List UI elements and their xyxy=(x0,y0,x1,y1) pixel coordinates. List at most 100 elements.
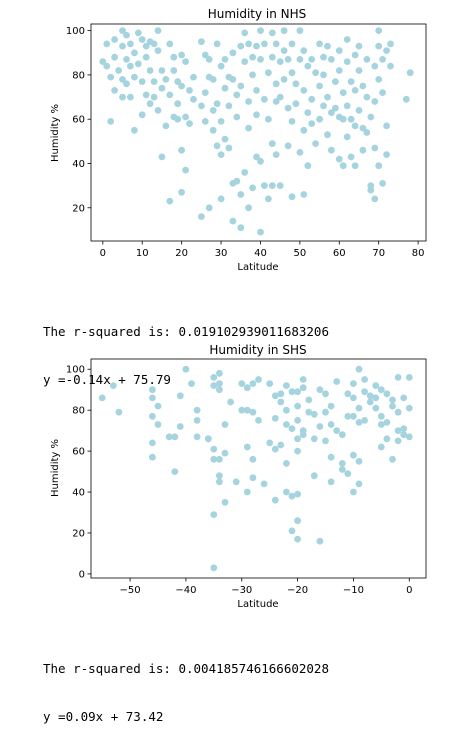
data-point xyxy=(310,472,318,480)
data-point xyxy=(268,140,276,148)
data-point xyxy=(351,162,359,170)
data-point xyxy=(338,460,346,467)
data-point xyxy=(277,398,285,406)
data-point xyxy=(288,118,296,125)
data-point xyxy=(243,384,251,392)
axes-frame xyxy=(90,358,427,579)
data-point xyxy=(379,56,386,63)
data-point xyxy=(123,56,130,63)
data-point xyxy=(176,423,184,430)
data-point xyxy=(405,404,413,412)
data-point xyxy=(201,89,209,96)
data-point xyxy=(210,382,218,389)
data-point xyxy=(350,412,357,420)
data-point xyxy=(165,433,173,441)
data-point xyxy=(253,42,260,50)
data-point xyxy=(351,51,359,59)
data-point xyxy=(253,87,260,94)
data-point xyxy=(377,443,385,451)
data-point xyxy=(123,80,130,88)
data-point xyxy=(241,29,249,37)
data-point xyxy=(266,380,274,387)
data-point xyxy=(138,36,146,43)
data-point xyxy=(158,153,166,161)
data-point xyxy=(193,417,201,424)
data-point xyxy=(344,412,352,420)
data-point xyxy=(322,437,329,445)
data-point xyxy=(316,423,324,430)
data-point xyxy=(355,480,363,488)
data-point xyxy=(320,53,327,61)
y-tick-label: 80 xyxy=(72,70,85,81)
data-point xyxy=(201,118,209,125)
data-point xyxy=(299,431,307,439)
y-axis-ticks: 0 20 40 60 80 100 xyxy=(66,365,91,580)
y-axis-label: Humidity % xyxy=(50,439,61,497)
data-point xyxy=(366,398,374,406)
data-point xyxy=(305,396,313,404)
data-point xyxy=(249,408,257,416)
data-point xyxy=(288,492,296,500)
data-point xyxy=(170,67,178,74)
data-point xyxy=(335,67,343,74)
data-point xyxy=(111,53,118,61)
data-point xyxy=(377,412,385,420)
data-point xyxy=(176,392,184,400)
data-point xyxy=(328,56,335,63)
data-point xyxy=(111,36,118,43)
data-point xyxy=(186,120,193,127)
data-point xyxy=(178,146,186,154)
data-point xyxy=(361,388,368,396)
data-point xyxy=(383,122,390,130)
data-point xyxy=(405,433,413,441)
data-point xyxy=(288,388,296,396)
y-tick-label: 20 xyxy=(72,203,85,214)
data-point xyxy=(377,386,385,394)
data-point xyxy=(335,155,343,163)
data-point xyxy=(217,62,225,70)
x-tick-label: 0 xyxy=(100,248,106,259)
data-point xyxy=(383,419,391,426)
data-point xyxy=(227,398,235,406)
data-point xyxy=(400,431,408,439)
data-point xyxy=(379,180,386,187)
data-point xyxy=(288,527,296,535)
data-point xyxy=(284,56,292,63)
x-tick-label: 30 xyxy=(215,248,228,259)
data-point xyxy=(324,93,331,101)
data-point xyxy=(166,197,174,205)
data-point xyxy=(134,60,142,68)
data-point xyxy=(383,47,390,54)
data-point xyxy=(300,47,308,54)
data-point xyxy=(174,78,182,85)
data-point xyxy=(312,140,319,148)
data-point xyxy=(149,394,156,402)
data-point xyxy=(375,162,383,170)
data-point xyxy=(131,126,138,134)
data-point xyxy=(310,435,318,443)
data-point xyxy=(277,390,285,398)
data-point xyxy=(276,58,284,65)
data-point xyxy=(272,151,280,159)
data-point xyxy=(265,69,272,77)
data-point xyxy=(367,113,375,121)
data-point xyxy=(225,144,233,152)
regression-output-shs: The r-squared is: 0.004185746166602028 y… xyxy=(43,629,329,741)
axes-frame xyxy=(90,23,427,242)
data-point xyxy=(308,120,316,127)
data-point xyxy=(243,488,251,496)
data-point xyxy=(149,439,156,447)
data-point xyxy=(249,184,256,192)
data-point xyxy=(350,394,357,402)
data-point xyxy=(363,56,371,63)
chart-title: Humidity in SHS xyxy=(209,343,306,357)
data-point xyxy=(233,177,241,185)
data-point xyxy=(304,162,312,170)
data-point xyxy=(213,100,221,108)
data-point xyxy=(266,439,274,447)
data-point xyxy=(322,390,329,398)
regression-equation: y =0.09x + 73.42 xyxy=(43,709,164,724)
data-point xyxy=(366,392,374,400)
y-tick-label: 40 xyxy=(72,488,85,499)
data-point xyxy=(292,80,300,88)
